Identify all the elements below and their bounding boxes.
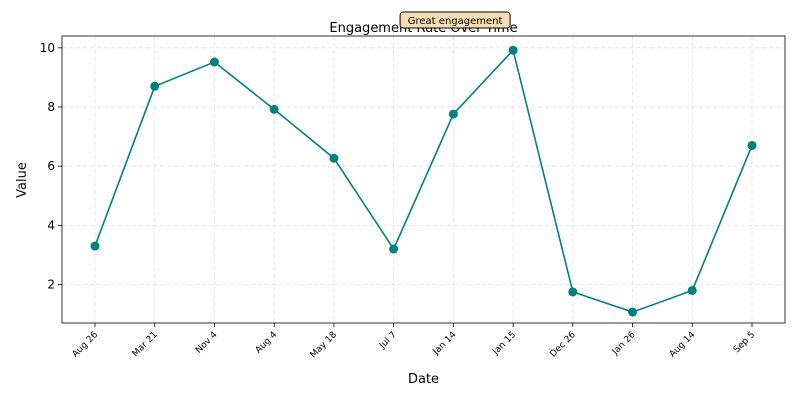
x-tick-label: Aug 14: [668, 330, 698, 360]
x-tick-label: Dec 26: [548, 330, 578, 360]
x-tick-label: Sep 5: [732, 330, 757, 355]
y-tick-label: 10: [40, 41, 55, 55]
plot-frame: [61, 35, 786, 324]
y-tick-label: 2: [47, 278, 55, 292]
data-point: [508, 45, 518, 55]
x-tick-label: Jan 14: [431, 330, 459, 358]
annotation-text: Great engagement: [408, 16, 503, 27]
data-point: [90, 241, 100, 251]
x-tick-label: Aug 26: [71, 330, 101, 360]
y-axis-label: Value: [15, 162, 30, 198]
data-point: [209, 57, 219, 67]
series-line: [94, 48, 753, 313]
annotation-box: [399, 11, 511, 29]
data-point: [448, 109, 458, 119]
data-point: [687, 285, 697, 295]
annotation: Great engagement: [399, 11, 511, 29]
series-layer: [90, 45, 757, 317]
grid: [62, 36, 785, 323]
x-tick-label: Nov 4: [194, 330, 220, 356]
x-axis: Aug 26 Mar 21 Nov 4 Aug 4 May 18 Jul 7 Jan 14 J…: [71, 323, 757, 361]
x-tick-label: Jul 7: [377, 330, 399, 352]
y-tick-label: 6: [47, 159, 55, 173]
data-point: [747, 140, 757, 150]
x-tick-label: Aug 4: [254, 330, 280, 356]
annotation-label: Great engagement: [399, 11, 511, 29]
y-tick-label: 8: [47, 100, 55, 114]
x-tick-label: Jan 26: [610, 330, 638, 358]
x-axis-label: Date: [408, 372, 439, 387]
data-point: [150, 81, 160, 91]
y-axis: 2 4 6 8 10: [40, 41, 62, 292]
x-tick-label: May 18: [309, 330, 340, 361]
data-point: [329, 153, 339, 163]
data-point: [568, 287, 578, 297]
data-point: [628, 307, 638, 317]
data-point: [269, 104, 279, 114]
x-tick-label: Jan 15: [491, 330, 519, 358]
x-tick-label: Mar 21: [131, 330, 160, 359]
data-point: [389, 244, 399, 254]
y-tick-label: 4: [47, 218, 55, 232]
